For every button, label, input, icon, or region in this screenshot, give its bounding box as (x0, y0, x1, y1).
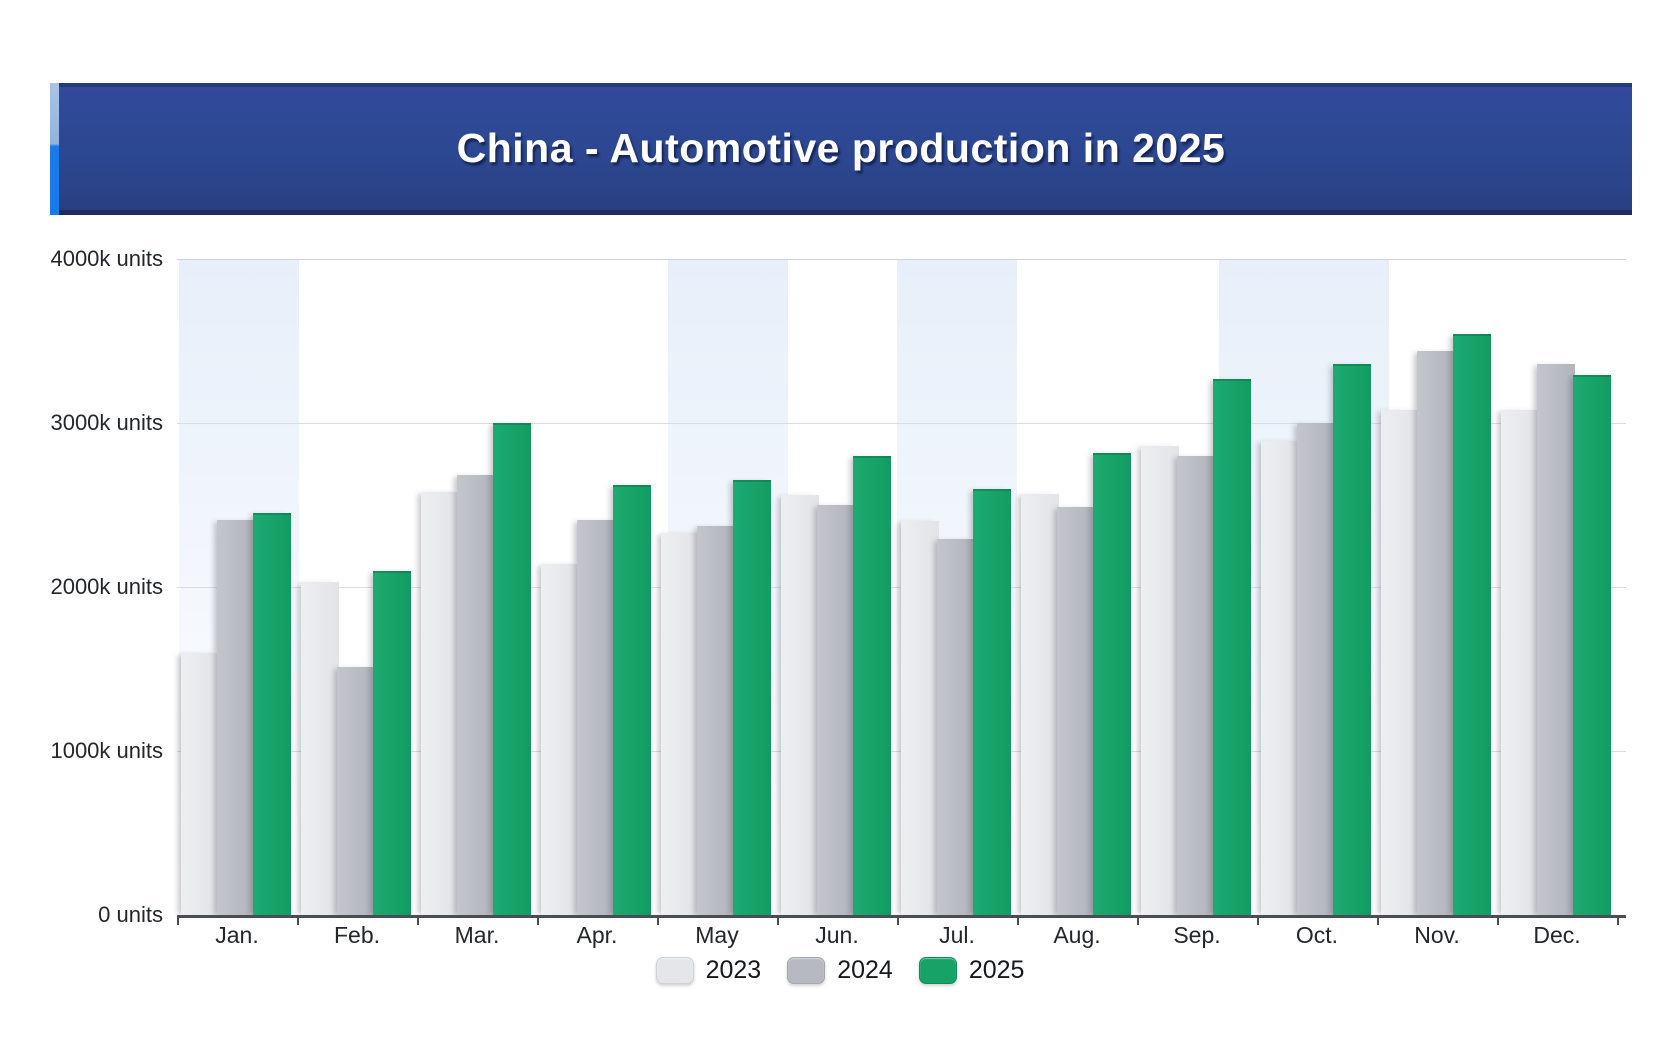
bar-2023-apr[interactable] (541, 564, 579, 915)
x-axis-tick (1617, 915, 1619, 925)
x-axis-tick (297, 915, 299, 925)
bar-2025-jun[interactable] (853, 456, 891, 915)
legend-item-2023[interactable]: 2023 (655, 955, 762, 985)
y-axis-label: 0 units (98, 902, 163, 927)
bar-2023-jan[interactable] (181, 653, 219, 915)
x-axis-label: Oct. (1295, 922, 1339, 948)
bar-2025-dec[interactable] (1573, 375, 1611, 915)
bar-2024-may[interactable] (697, 526, 735, 915)
x-axis-tick (537, 915, 539, 925)
y-axis-label: 3000k units (50, 410, 163, 435)
bar-2023-feb[interactable] (301, 582, 339, 915)
bar-2023-sep[interactable] (1141, 446, 1179, 915)
bar-2025-mar[interactable] (493, 423, 531, 915)
bar-2025-feb[interactable] (373, 571, 411, 915)
x-axis-label: Feb. (333, 922, 381, 948)
bar-2024-jan[interactable] (217, 520, 255, 915)
bar-2024-feb[interactable] (337, 667, 375, 915)
x-axis-tick (1017, 915, 1019, 925)
chart-title: China - Automotive production in 2025 (456, 125, 1226, 171)
x-axis-label: Nov. (1414, 922, 1460, 948)
x-axis-label: Aug. (1053, 922, 1101, 948)
x-axis-label: May (695, 922, 739, 948)
bar-2025-may[interactable] (733, 480, 771, 915)
x-axis-tick (1377, 915, 1379, 925)
x-axis-tick (1497, 915, 1499, 925)
bar-2023-jun[interactable] (781, 495, 819, 915)
bar-2025-jul[interactable] (973, 489, 1011, 915)
x-axis-tick (417, 915, 419, 925)
bar-2025-oct[interactable] (1333, 364, 1371, 915)
legend-item-2025[interactable]: 2025 (918, 955, 1025, 985)
bar-2025-jan[interactable] (253, 513, 291, 915)
bar-2024-sep[interactable] (1177, 456, 1215, 915)
bar-2023-may[interactable] (661, 533, 699, 915)
legend-item-2024[interactable]: 2024 (787, 956, 893, 985)
bar-2024-nov[interactable] (1417, 351, 1455, 915)
x-axis-label: Dec. (1533, 922, 1581, 948)
bar-2023-jul[interactable] (901, 521, 939, 915)
y-axis-label: 4000k units (50, 246, 163, 271)
title-banner: China - Automotive production in 2025 (50, 83, 1632, 215)
x-axis-label: Apr. (576, 922, 618, 948)
bar-2024-apr[interactable] (577, 520, 615, 915)
bar-2023-mar[interactable] (421, 492, 459, 915)
x-axis-tick (777, 915, 779, 925)
bar-2025-nov[interactable] (1453, 334, 1491, 915)
x-axis-label: Jun. (815, 922, 859, 948)
x-axis-tick (1137, 915, 1139, 925)
bar-2024-dec[interactable] (1537, 364, 1575, 915)
bar-2023-nov[interactable] (1381, 410, 1419, 915)
bar-2024-aug[interactable] (1057, 507, 1095, 915)
legend-label: 2025 (968, 955, 1025, 984)
bar-2025-sep[interactable] (1213, 379, 1251, 915)
y-axis-label: 1000k units (50, 738, 163, 763)
legend-swatch-2025 (918, 956, 957, 984)
x-axis-tick (657, 915, 659, 925)
bar-2024-jul[interactable] (937, 539, 975, 915)
x-axis-tick (177, 915, 179, 925)
banner-accent-stripe (50, 83, 59, 215)
x-axis-tick (1257, 915, 1259, 925)
x-axis-label: Jul. (939, 922, 975, 948)
legend-swatch-2024 (787, 956, 826, 984)
legend-label: 2024 (837, 955, 893, 984)
x-axis-line (177, 915, 1626, 918)
bar-2025-aug[interactable] (1093, 453, 1131, 915)
bar-2025-apr[interactable] (613, 485, 651, 915)
bar-2024-oct[interactable] (1297, 423, 1335, 915)
y-gridline (177, 423, 1626, 424)
legend-label: 2023 (705, 955, 762, 984)
y-gridline (177, 259, 1626, 260)
bar-2023-dec[interactable] (1501, 410, 1539, 915)
x-axis-label: Sep. (1173, 922, 1221, 948)
y-axis-label: 2000k units (50, 574, 163, 599)
bar-2024-mar[interactable] (457, 475, 495, 915)
bar-2024-jun[interactable] (817, 505, 855, 915)
bar-2023-aug[interactable] (1021, 494, 1059, 915)
x-axis-label: Mar. (454, 922, 500, 948)
x-axis-tick (897, 915, 899, 925)
bar-2023-oct[interactable] (1261, 441, 1299, 915)
chart-legend: 2023 2024 2025 (0, 950, 1680, 990)
x-axis-label: Jan. (215, 922, 259, 948)
legend-swatch-2023 (655, 956, 694, 984)
